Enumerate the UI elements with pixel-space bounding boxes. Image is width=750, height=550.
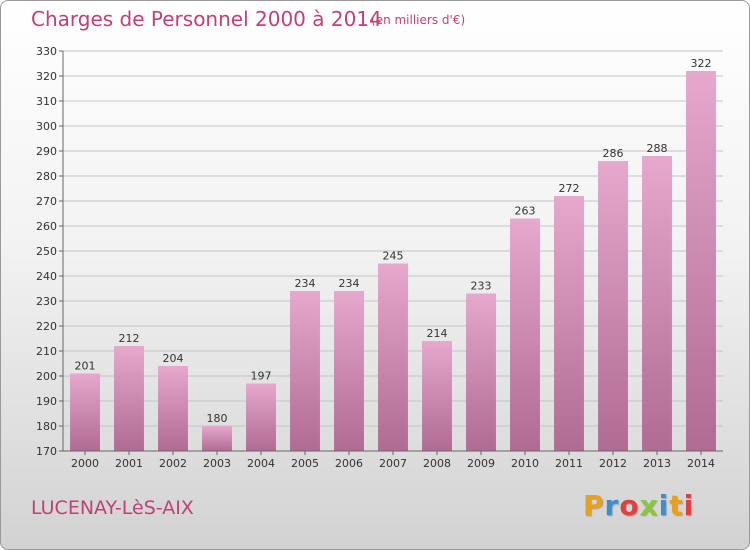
- y-tick-label: 230: [36, 295, 57, 308]
- y-tick-label: 220: [36, 320, 57, 333]
- y-tick-label: 270: [36, 195, 57, 208]
- bar-2012: [598, 161, 628, 451]
- x-tick-label: 2002: [159, 457, 187, 470]
- x-tick-label: 2010: [511, 457, 539, 470]
- y-tick-label: 290: [36, 145, 57, 158]
- data-label-2002: 204: [163, 352, 184, 365]
- data-label-2010: 263: [515, 205, 536, 218]
- x-tick-label: 2004: [247, 457, 275, 470]
- data-label-2005: 234: [295, 277, 316, 290]
- y-tick-label: 190: [36, 395, 57, 408]
- y-axis: 170 180 190 200 210 220 230 240 250 260 270 280 290 3…: [36, 45, 64, 458]
- x-tick-label: 2013: [643, 457, 671, 470]
- x-tick-label: 2012: [599, 457, 627, 470]
- data-label-2001: 212: [119, 332, 140, 345]
- y-tick-label: 180: [36, 420, 57, 433]
- y-tick-label: 210: [36, 345, 57, 358]
- x-tick-label: 2008: [423, 457, 451, 470]
- data-label-2012: 286: [603, 147, 624, 160]
- x-tick-label: 2009: [467, 457, 495, 470]
- x-axis: 2000 2001 2002 2003 2004 2005 2006 2007 2008 2009…: [63, 450, 723, 470]
- y-tick-label: 170: [36, 445, 57, 458]
- data-label-2004: 197: [251, 370, 272, 383]
- data-label-2008: 214: [427, 327, 448, 340]
- bars: [70, 71, 716, 451]
- data-label-2006: 234: [339, 277, 360, 290]
- data-label-2014: 322: [691, 57, 712, 70]
- y-tick-label: 280: [36, 170, 57, 183]
- bar-2013: [642, 156, 672, 451]
- proxiti-logo: Proxiti: [583, 489, 695, 522]
- x-tick-label: 2007: [379, 457, 407, 470]
- y-tick-label: 260: [36, 220, 57, 233]
- y-tick-label: 320: [36, 70, 57, 83]
- bar-2003: [202, 426, 232, 451]
- bar-2005: [290, 291, 320, 451]
- bar-2000: [70, 373, 100, 451]
- x-tick-label: 2006: [335, 457, 363, 470]
- bar-2004: [246, 383, 276, 451]
- y-tick-label: 240: [36, 270, 57, 283]
- bar-2010: [510, 218, 540, 451]
- bar-2007: [378, 263, 408, 451]
- data-label-2007: 245: [383, 250, 404, 263]
- data-labels: 201 212 204 180 197 234 234 245 214 233 263 272 286 2…: [75, 57, 712, 425]
- x-tick-label: 2000: [71, 457, 99, 470]
- x-tick-label: 2005: [291, 457, 319, 470]
- bar-2002: [158, 366, 188, 451]
- data-label-2003: 180: [207, 412, 228, 425]
- chart-subtitle: (en milliers d'€): [371, 13, 466, 27]
- data-label-2011: 272: [559, 182, 580, 195]
- x-tick-label: 2014: [687, 457, 715, 470]
- y-tick-label: 310: [36, 95, 57, 108]
- data-label-2013: 288: [647, 142, 668, 155]
- bar-2009: [466, 293, 496, 451]
- commune-name: LUCENAY-LèS-AIX: [31, 497, 194, 519]
- data-label-2000: 201: [75, 360, 96, 373]
- bar-2008: [422, 341, 452, 451]
- bar-2014: [686, 71, 716, 451]
- y-tick-label: 300: [36, 120, 57, 133]
- chart-title: Charges de Personnel 2000 à 2014: [31, 7, 382, 31]
- x-tick-label: 2011: [555, 457, 583, 470]
- y-tick-label: 250: [36, 245, 57, 258]
- y-tick-label: 200: [36, 370, 57, 383]
- data-label-2009: 233: [471, 280, 492, 293]
- bar-2006: [334, 291, 364, 451]
- x-tick-label: 2003: [203, 457, 231, 470]
- bar-2011: [554, 196, 584, 451]
- x-tick-label: 2001: [115, 457, 143, 470]
- bar-2001: [114, 346, 144, 451]
- y-tick-label: 330: [36, 45, 57, 58]
